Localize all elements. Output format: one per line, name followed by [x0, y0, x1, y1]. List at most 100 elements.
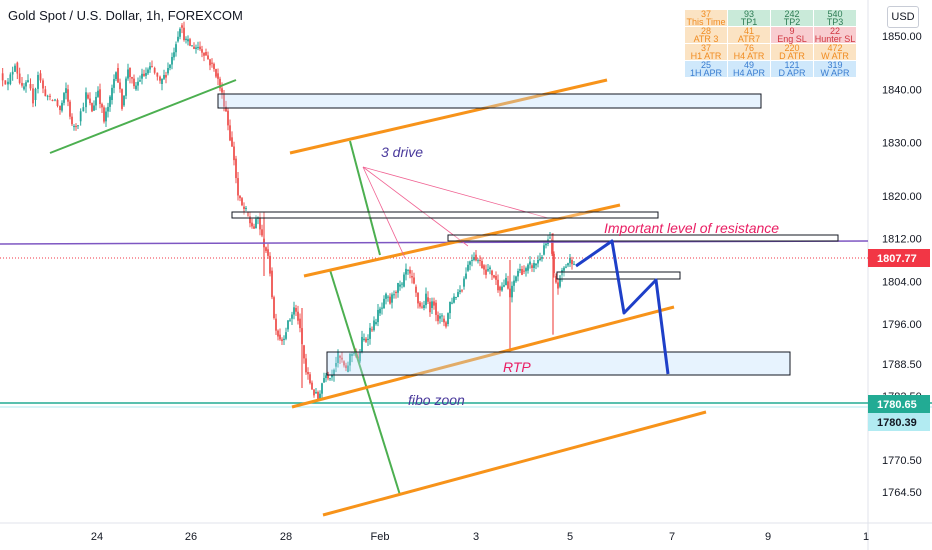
candle-body [425, 293, 427, 306]
candle-body [565, 266, 567, 268]
candle-body [387, 296, 389, 298]
candle-body [427, 297, 429, 302]
candle-body [251, 222, 253, 227]
candle-body [557, 282, 559, 289]
info-table-cell: 25 1H APR [684, 60, 728, 78]
candle-body [203, 52, 205, 56]
candle-body [129, 68, 131, 77]
info-cell-value: 540 [827, 9, 843, 19]
info-cell-value: 37 [700, 43, 711, 53]
candle-body [317, 392, 319, 399]
candle-body [235, 158, 237, 179]
candle-body [403, 274, 405, 287]
candle-body [569, 257, 571, 264]
candle-body [115, 72, 117, 80]
candle-body [239, 196, 241, 199]
info-cell-value: 41 [743, 26, 754, 36]
candle-body [163, 75, 165, 79]
candle-body [37, 74, 39, 89]
candle-body [65, 88, 67, 94]
candle-body [351, 353, 353, 356]
candle-body [245, 207, 247, 209]
candle-body [459, 290, 461, 292]
candle-body [269, 255, 271, 274]
info-table-cell: 28 ATR 3 [684, 26, 728, 44]
candle-body [167, 67, 169, 74]
candle-body [7, 81, 9, 85]
candle-body [42, 80, 44, 89]
candle-body [291, 314, 293, 319]
candle-body [141, 73, 143, 79]
candle-body [71, 116, 73, 125]
candle-body [481, 260, 483, 269]
channel-orange-top [289, 78, 608, 155]
candle-body [73, 126, 75, 128]
candle-body [237, 178, 239, 196]
candle-body [505, 277, 507, 286]
candle-body [97, 90, 99, 97]
info-cell-value: 28 [700, 26, 711, 36]
info-cell-value: 121 [784, 60, 800, 70]
info-table-cell: 37 H1 ATR [684, 43, 728, 61]
info-cell-label: D APR [778, 68, 806, 78]
candle-body [56, 100, 59, 106]
info-table-cell: 472 W ATR [813, 43, 857, 61]
info-table-row: 28 ATR 3 41 ATR7 9 Eng SL 22 Hunter SL [684, 26, 857, 44]
candle-body [21, 82, 23, 86]
candle-body [205, 52, 207, 56]
candle-body [87, 94, 89, 99]
candle-body [391, 294, 393, 303]
currency-button[interactable]: USD [887, 6, 919, 28]
candle-body [225, 106, 227, 112]
info-cell-value: 319 [827, 60, 843, 70]
pattern-leg-green-1 [349, 140, 381, 256]
candle-body [555, 276, 557, 283]
candle-body [499, 286, 501, 291]
candle-body [307, 372, 309, 375]
candle-body [571, 260, 573, 265]
y-tick-label: 1812.00 [882, 234, 922, 246]
candle-body [156, 72, 159, 77]
candle-body [231, 137, 233, 147]
candle-body [495, 276, 497, 280]
candle-body [265, 247, 267, 252]
candle-body [567, 263, 569, 266]
candle-body [9, 74, 12, 84]
candle-body [519, 269, 521, 271]
candle-body [93, 105, 95, 111]
candle-body [431, 301, 433, 308]
candle-body [215, 69, 217, 77]
candle-body [429, 301, 431, 313]
candle-body [405, 268, 407, 275]
info-table-cell: 540 TP3 [813, 9, 857, 27]
x-tick-label: 3 [473, 531, 479, 543]
y-tick-label: 1840.00 [882, 84, 922, 96]
candle-body [233, 146, 235, 161]
price-label-bg [868, 249, 930, 267]
candle-body [59, 105, 61, 111]
info-cell-label: H1 ATR [690, 51, 722, 61]
projection-path [575, 239, 670, 375]
y-tick-label: 1764.50 [882, 487, 922, 499]
candle-body [553, 253, 555, 274]
candle-body [82, 107, 85, 112]
candle-body [411, 276, 413, 278]
candle-body [325, 375, 327, 379]
candle-body [347, 365, 349, 372]
candle-body [435, 302, 437, 315]
candle-body [229, 125, 231, 141]
info-cell-value: 49 [743, 60, 754, 70]
candle-body [521, 269, 523, 275]
resistance-box [231, 211, 659, 219]
candle-body [187, 39, 189, 42]
candle-body [383, 298, 385, 308]
candle-body [117, 68, 119, 83]
candle-body [451, 302, 453, 304]
info-table-cell: 49 H4 APR [727, 60, 771, 78]
candle-body [75, 126, 77, 128]
candle-body [143, 73, 145, 76]
candle-body [34, 88, 37, 100]
price-label-bg [868, 413, 930, 431]
candle-body [461, 290, 463, 292]
